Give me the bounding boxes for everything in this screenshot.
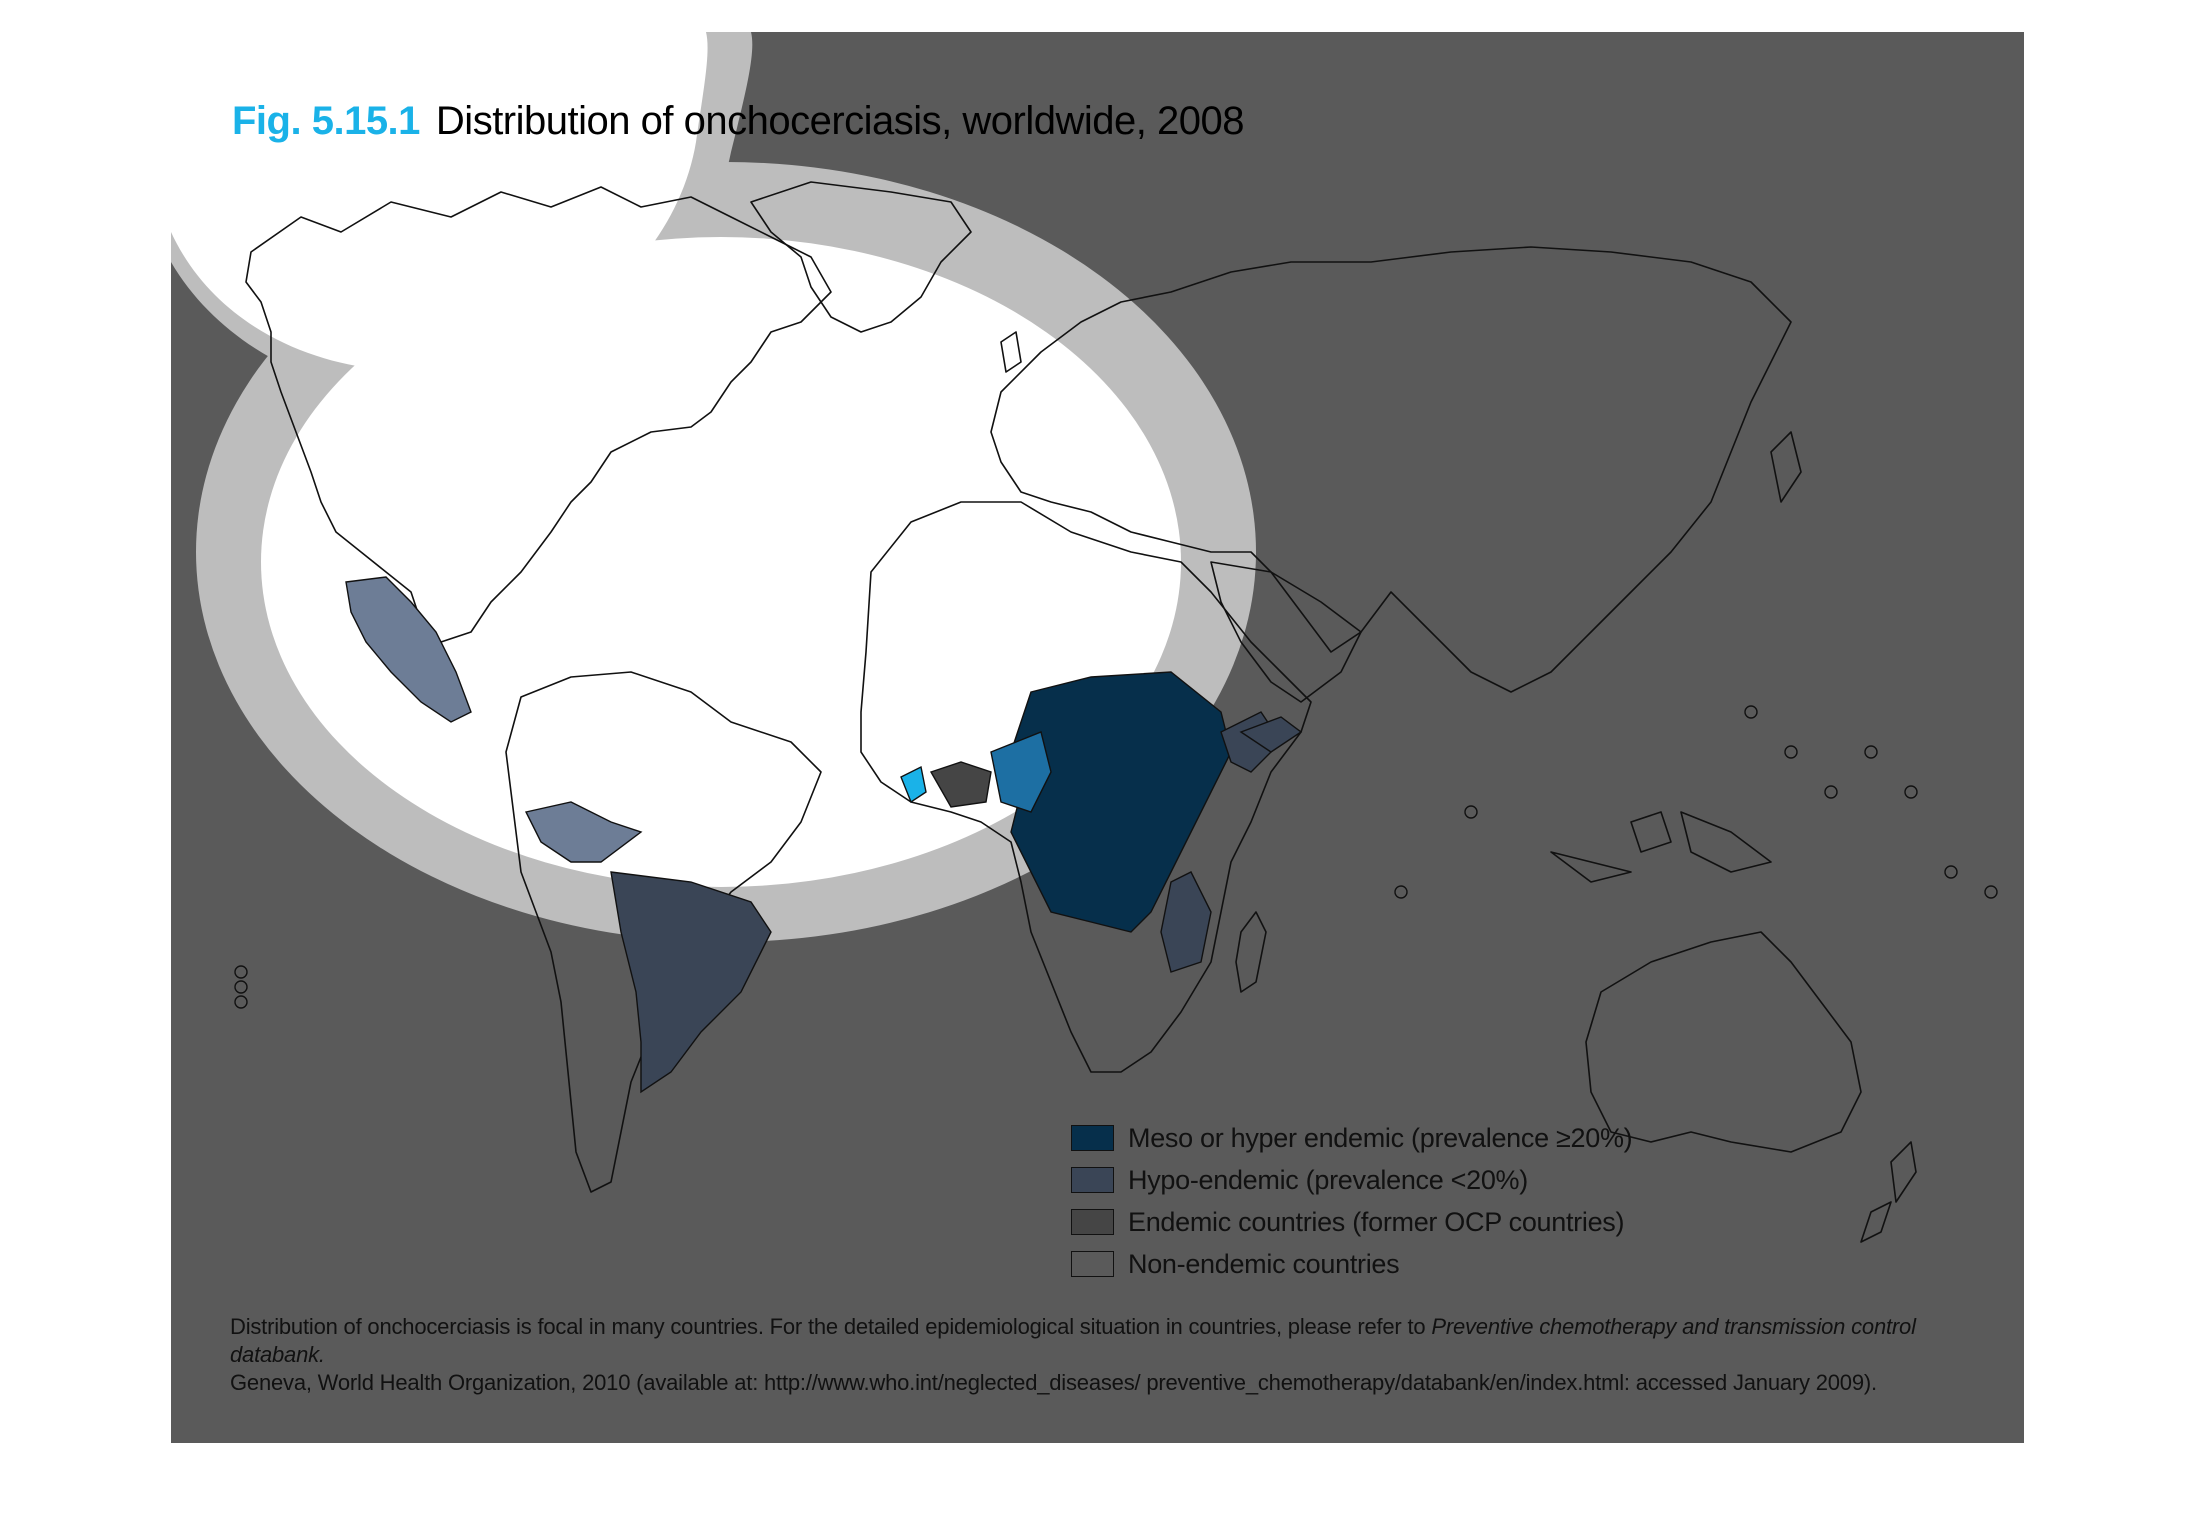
island-marker (1984, 885, 1998, 899)
legend-swatch-non-endemic (1071, 1251, 1114, 1277)
figure-label: Fig. 5.15.1 (232, 99, 420, 143)
figure-title: Fig. 5.15.1 Distribution of onchocerciasi… (232, 97, 1244, 145)
atlantic-highlight-core (261, 237, 1181, 887)
region-mexico-hypo (345, 576, 472, 723)
africa-outline (860, 501, 1312, 1073)
island-marker (1944, 865, 1958, 879)
legend-item-hypo: Hypo-endemic (prevalence <20%) (1071, 1159, 1632, 1201)
island-marker (1744, 705, 1758, 719)
south-america-outline (505, 671, 822, 1193)
greenland-outline (750, 181, 972, 333)
legend-label-hypo: Hypo-endemic (prevalence <20%) (1128, 1164, 1528, 1195)
legend-swatch-meso (1071, 1125, 1114, 1151)
region-central-africa-meso (1010, 671, 1232, 933)
legend-item-non-endemic: Non-endemic countries (1071, 1243, 1632, 1285)
legend-item-former-ocp: Endemic countries (former OCP countries) (1071, 1201, 1632, 1243)
legend-label-non-endemic: Non-endemic countries (1128, 1248, 1400, 1279)
region-former-ocp (929, 761, 992, 808)
region-yemen-hypo (1239, 716, 1303, 753)
arabia-outline (1210, 561, 1362, 703)
legend-label-meso: Meso or hyper endemic (prevalence ≥20%) (1128, 1122, 1633, 1153)
figure-title-text: Distribution of onchocerciasis, worldwid… (435, 99, 1245, 143)
uk-outline (1000, 331, 1022, 373)
island-marker (1464, 805, 1478, 819)
region-brazil-hypo (610, 871, 772, 1094)
island-marker (234, 995, 248, 1009)
island-marker (1394, 885, 1408, 899)
north-america-outline (245, 186, 832, 643)
island-marker (1904, 785, 1918, 799)
island-marker (1864, 745, 1878, 759)
figure-footnote: Distribution of onchocerciasis is focal … (230, 1313, 2010, 1397)
legend-swatch-hypo (1071, 1167, 1114, 1193)
island-marker (234, 980, 248, 994)
region-east-africa-hypo (1160, 711, 1282, 973)
map-legend: Meso or hyper endemic (prevalence ≥20%) … (1071, 1117, 1633, 1285)
madagascar-outline (1235, 911, 1267, 993)
map-panel: Fig. 5.15.1 Distribution of onchocerciasi… (171, 32, 2024, 1443)
australia-outline (1585, 931, 1862, 1153)
footnote-text-2: Geneva, World Health Organization, 2010 … (230, 1370, 1877, 1395)
japan-outline (1770, 431, 1802, 503)
eurasia-outline (990, 246, 1792, 693)
legend-label-former-ocp: Endemic countries (former OCP countries) (1128, 1206, 1625, 1237)
island-marker (1784, 745, 1798, 759)
region-venezuela-colombia-hypo (524, 801, 643, 863)
region-liberia-bright (900, 765, 927, 804)
legend-swatch-former-ocp (1071, 1209, 1114, 1235)
new-zealand-outline (1860, 1141, 1917, 1243)
footnote-reference: Preventive chemotherapy and transmission… (230, 1314, 1916, 1367)
island-marker (1824, 785, 1838, 799)
highlight-overlay (171, 32, 1256, 942)
region-west-africa-meso (990, 731, 1052, 813)
island-marker (234, 965, 248, 979)
footnote-text-1: Distribution of onchocerciasis is focal … (230, 1314, 1432, 1339)
legend-item-meso: Meso or hyper endemic (prevalence ≥20%) (1071, 1117, 1633, 1159)
world-map (171, 32, 1998, 1243)
indonesia-outline (1550, 811, 1772, 883)
